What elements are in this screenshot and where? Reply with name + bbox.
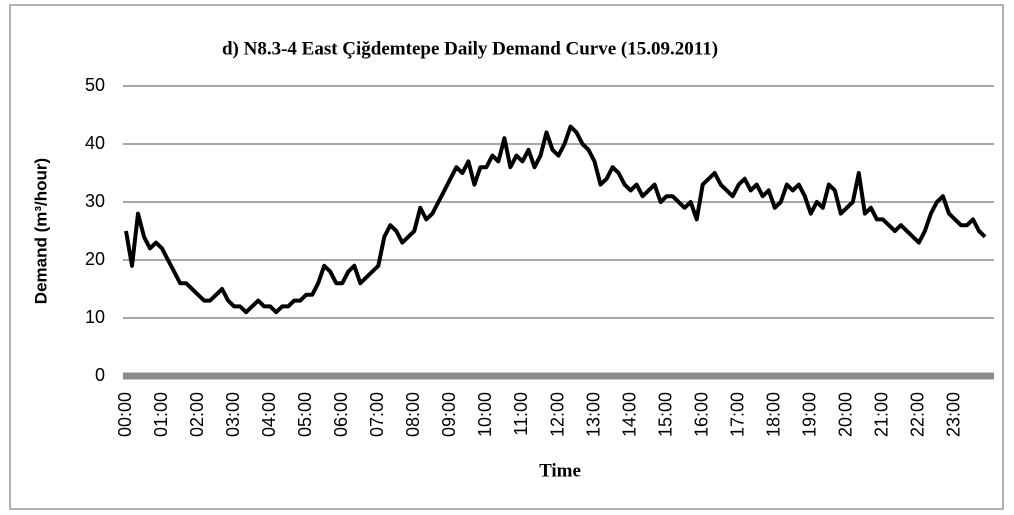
x-tick-label: 08:00 (403, 392, 423, 437)
chart-title: d) N8.3-4 East Çiğdemtepe Daily Demand C… (222, 38, 718, 59)
x-tick-label: 16:00 (691, 392, 711, 437)
x-tick-label: 15:00 (655, 392, 675, 437)
demand-line (124, 124, 987, 315)
x-tick-label: 10:00 (475, 392, 495, 437)
x-tick-label: 21:00 (872, 392, 892, 437)
y-tick-label: 50 (85, 75, 105, 95)
x-tick-label: 12:00 (547, 392, 567, 437)
x-tick-label: 05:00 (295, 392, 315, 437)
x-tick-label: 09:00 (439, 392, 459, 437)
y-tick-label: 40 (85, 133, 105, 153)
x-tick-label: 20:00 (836, 392, 856, 437)
x-tick-label: 19:00 (800, 392, 820, 437)
x-tick-label: 22:00 (908, 392, 928, 437)
x-tick-label: 00:00 (115, 392, 135, 437)
x-axis-label: Time (539, 460, 581, 481)
y-axis-label: Demand (m³/hour) (31, 158, 50, 304)
x-tick-label: 18:00 (764, 392, 784, 437)
y-tick-label: 20 (85, 249, 105, 269)
x-tick-label: 14:00 (619, 392, 639, 437)
y-tick-label: 30 (85, 191, 105, 211)
y-tick-label: 0 (95, 365, 105, 385)
x-tick-label: 02:00 (187, 392, 207, 437)
x-tick-label: 06:00 (331, 392, 351, 437)
y-tick-label: 10 (85, 307, 105, 327)
x-tick-label: 04:00 (259, 392, 279, 437)
x-tick-label: 07:00 (367, 392, 387, 437)
x-tick-label: 13:00 (583, 392, 603, 437)
x-tick-label: 01:00 (151, 392, 171, 437)
chart-frame (9, 4, 1004, 510)
x-tick-label: 03:00 (223, 392, 243, 437)
x-tick-label: 11:00 (511, 392, 531, 436)
x-tick-label: 17:00 (727, 392, 747, 437)
x-tick-label: 23:00 (944, 392, 964, 437)
